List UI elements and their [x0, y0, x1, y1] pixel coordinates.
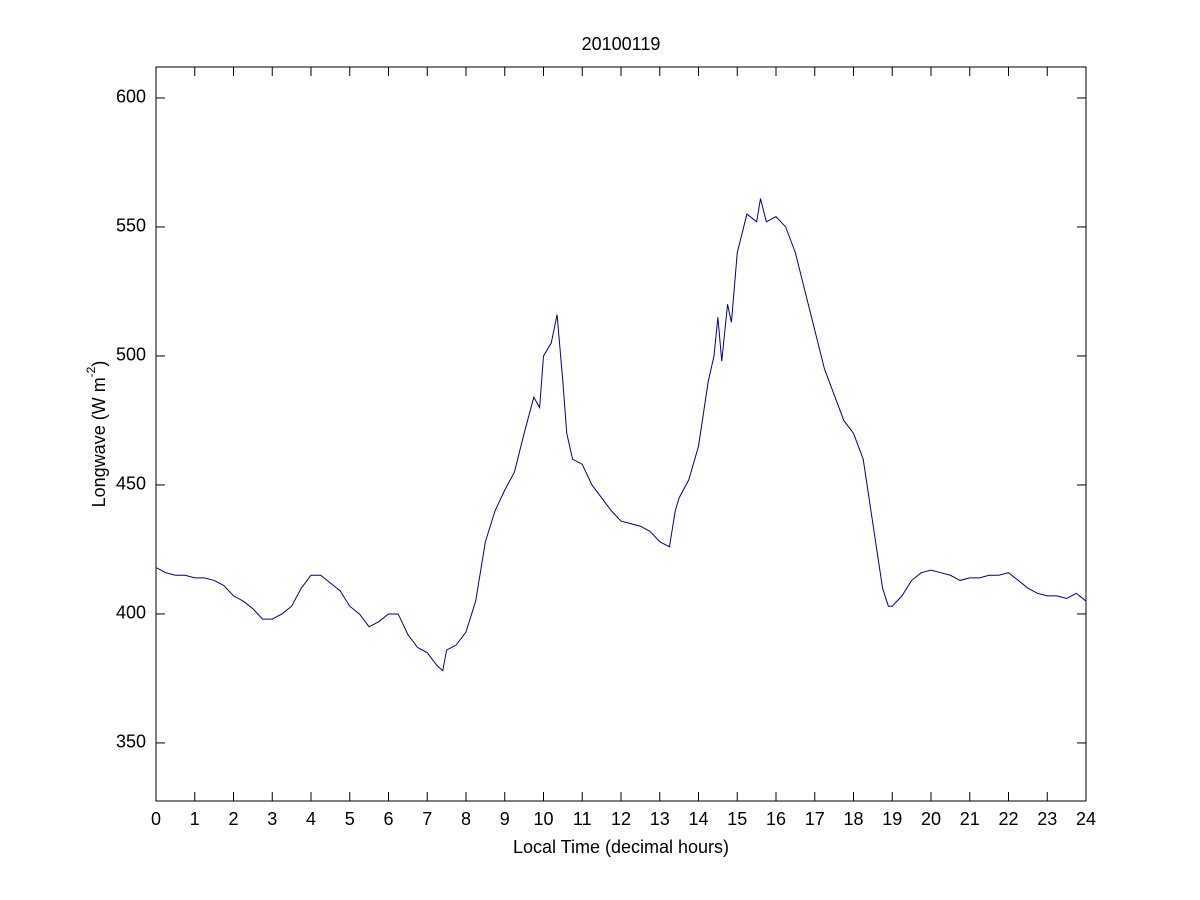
x-tick-label: 4	[306, 809, 316, 829]
x-tick-label: 5	[345, 809, 355, 829]
x-tick-label: 7	[422, 809, 432, 829]
y-tick-label: 350	[116, 732, 146, 752]
chart-title: 20100119	[582, 34, 661, 54]
y-axis-label-suffix: )	[89, 361, 109, 367]
x-tick-label: 13	[650, 809, 670, 829]
x-tick-label: 0	[151, 809, 161, 829]
y-axis-label: Longwave (W m-2)	[84, 361, 109, 508]
x-axis-label: Local Time (decimal hours)	[513, 837, 729, 857]
x-tick-label: 24	[1076, 809, 1096, 829]
data-line	[155, 198, 1087, 672]
x-tick-label: 14	[688, 809, 708, 829]
x-tick-label: 2	[228, 809, 238, 829]
x-tick-label: 23	[1037, 809, 1057, 829]
x-tick-label: 20	[921, 809, 941, 829]
x-tick-label: 12	[611, 809, 631, 829]
y-tick-label: 450	[116, 474, 146, 494]
x-tick-label: 21	[960, 809, 980, 829]
y-tick-label: 400	[116, 603, 146, 623]
x-tick-label: 11	[573, 809, 592, 829]
x-tick-label: 1	[190, 809, 200, 829]
x-tick-label: 22	[998, 809, 1018, 829]
y-tick-label: 500	[116, 345, 146, 365]
plot-frame	[155, 66, 1087, 802]
x-tick-label: 17	[805, 809, 825, 829]
x-tick-label: 16	[766, 809, 786, 829]
x-tick-label: 19	[882, 809, 902, 829]
x-tick-label: 15	[727, 809, 747, 829]
y-axis-label-text: Longwave (W m	[89, 377, 109, 507]
y-tick-label: 550	[116, 216, 146, 236]
x-tick-label: 3	[267, 809, 277, 829]
y-tick-label: 600	[116, 87, 146, 107]
x-tick-label: 9	[500, 809, 510, 829]
x-tick-label: 8	[461, 809, 471, 829]
x-tick-label: 18	[843, 809, 863, 829]
y-axis-label-superscript: -2	[84, 366, 98, 377]
x-tick-label: 10	[533, 809, 553, 829]
x-tick-label: 6	[383, 809, 393, 829]
